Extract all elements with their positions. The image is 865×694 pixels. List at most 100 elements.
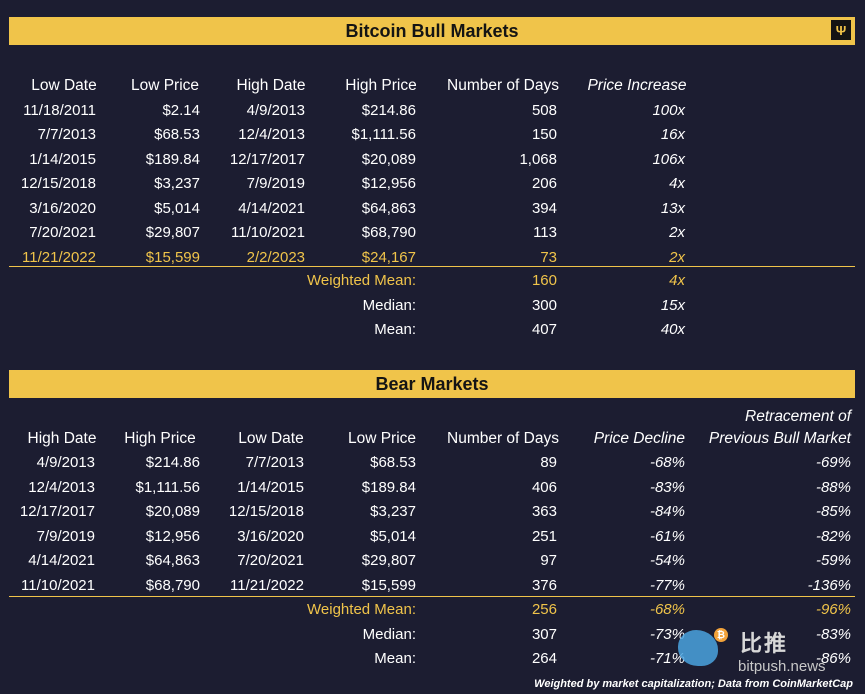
cell: $12,956: [145, 527, 200, 545]
col-header: Previous Bull Market: [708, 429, 851, 447]
col-header: High Price: [124, 429, 196, 447]
col-header: High Price: [345, 77, 417, 94]
cell: 264: [531, 650, 557, 667]
cell: 307: [531, 625, 557, 643]
cell: -136%: [807, 576, 851, 594]
cell: $20,089: [361, 150, 416, 168]
cell: $2.14: [162, 101, 200, 119]
cell: 363: [531, 503, 557, 520]
cell: 7/20/2021: [29, 224, 96, 241]
cell: 40x: [660, 321, 685, 338]
cell: -86%: [815, 650, 851, 667]
cell: $68.53: [370, 454, 416, 471]
cell: $64,863: [361, 199, 416, 217]
summary-label: Mean:: [374, 650, 416, 667]
cell: $214.86: [145, 454, 200, 471]
cell: $20,089: [145, 503, 200, 520]
brand-logo-icon: Ψ: [831, 20, 851, 40]
table-row: 12/15/2018 $3,237 7/9/2019 $12,956 206 4…: [0, 172, 865, 197]
cell: $68,790: [361, 224, 416, 241]
cell: 113: [533, 224, 557, 241]
col-header: Low Date: [31, 77, 97, 94]
cell: 15x: [660, 296, 685, 314]
table-header-row: High Date High Price Low Date Low Price …: [0, 427, 865, 452]
cell: -59%: [815, 552, 851, 569]
table-row: 7/9/2019 $12,956 3/16/2020 $5,014 251 -6…: [0, 525, 865, 550]
cell: 4x: [669, 272, 685, 289]
cell: $68,790: [145, 576, 200, 594]
bull-summary: Weighted Mean: 160 4x Median: 300 15x Me…: [0, 269, 865, 343]
cell: 11/21/2022: [22, 248, 96, 266]
table-row: 3/16/2020 $5,014 4/14/2021 $64,863 394 1…: [0, 197, 865, 222]
cell: 7/7/2013: [245, 454, 304, 471]
cell: 376: [531, 576, 557, 594]
cell: 100x: [652, 101, 685, 119]
cell: 16x: [660, 126, 685, 143]
cell: $64,863: [145, 552, 200, 569]
table-row: 4/14/2021 $64,863 7/20/2021 $29,807 97 -…: [0, 549, 865, 574]
cell: -82%: [815, 527, 851, 545]
cell: $5,014: [370, 527, 416, 545]
cell: 106x: [652, 150, 685, 168]
col-header: Price Decline: [593, 429, 685, 447]
table-row: 11/10/2021 $68,790 11/21/2022 $15,599 37…: [0, 574, 865, 599]
bull-markets-table: Low Date Low Price High Date High Price …: [0, 74, 865, 270]
summary-row-median: Median: 307 -73% -83%: [0, 623, 865, 648]
cell: 4/14/2021: [28, 552, 95, 569]
bird-logo-icon: [678, 630, 718, 666]
cell: 2/2/2023: [246, 248, 305, 266]
cell: $15,599: [361, 576, 416, 594]
table-row: 11/18/2011 $2.14 4/9/2013 $214.86 508 10…: [0, 99, 865, 124]
bear-markets-table: Retracement of High Date High Price Low …: [0, 405, 865, 598]
cell: $5,014: [154, 199, 200, 217]
cell: -88%: [815, 478, 851, 496]
cell: $29,807: [145, 224, 200, 241]
cell: -77%: [649, 576, 685, 594]
cell: -85%: [815, 503, 851, 520]
cell: 3/16/2020: [29, 199, 96, 217]
cell: 12/15/2018: [228, 503, 304, 520]
cell: 150: [531, 126, 557, 143]
summary-row-mean: Mean: 407 40x: [0, 318, 865, 343]
table-row: 4/9/2013 $214.86 7/7/2013 $68.53 89 -68%…: [0, 451, 865, 476]
cell: $3,237: [370, 503, 416, 520]
cell: 13x: [660, 199, 685, 217]
table-row: 7/20/2021 $29,807 11/10/2021 $68,790 113…: [0, 221, 865, 246]
summary-label: Weighted Mean:: [307, 272, 416, 289]
summary-row-weighted-mean: Weighted Mean: 160 4x: [0, 269, 865, 294]
cell: 11/10/2021: [231, 224, 305, 241]
cell: 12/17/2017: [19, 503, 95, 520]
bull-markets-banner: Bitcoin Bull Markets Ψ: [9, 17, 855, 45]
summary-row-median: Median: 300 15x: [0, 294, 865, 319]
cell: 1,068: [519, 150, 557, 168]
col-header: Number of Days: [447, 77, 559, 94]
cell: 12/17/2017: [229, 150, 305, 168]
col-header: Low Price: [130, 77, 200, 94]
cell: 1/14/2015: [237, 478, 304, 496]
cell: 406: [531, 478, 557, 496]
col-header: Retracement of: [745, 408, 851, 425]
cell: 12/15/2018: [20, 175, 96, 192]
cell: 508: [531, 101, 557, 119]
col-header: Number of Days: [447, 429, 559, 447]
cell: 11/21/2022: [230, 576, 304, 594]
cell: -96%: [815, 601, 851, 618]
cell: -61%: [649, 527, 685, 545]
bull-markets-title: Bitcoin Bull Markets: [345, 20, 519, 41]
col-header: Low Price: [347, 429, 417, 447]
summary-label: Median:: [362, 296, 416, 314]
cell: $1,111.56: [135, 478, 200, 496]
summary-label: Weighted Mean:: [307, 601, 416, 618]
cell: 11/10/2021: [21, 576, 95, 594]
cell: -69%: [815, 454, 851, 471]
cell: -73%: [649, 625, 685, 643]
cell: 7/9/2019: [246, 175, 305, 192]
cell: 12/4/2013: [238, 126, 305, 143]
bear-summary: Weighted Mean: 256 -68% -96% Median: 307…: [0, 598, 865, 672]
cell: -71%: [649, 650, 685, 667]
cell: 206: [531, 175, 557, 192]
cell: 4/14/2021: [238, 199, 305, 217]
col-header: High Date: [27, 429, 97, 447]
col-header: High Date: [236, 77, 306, 94]
table-row: 7/7/2013 $68.53 12/4/2013 $1,111.56 150 …: [0, 123, 865, 148]
